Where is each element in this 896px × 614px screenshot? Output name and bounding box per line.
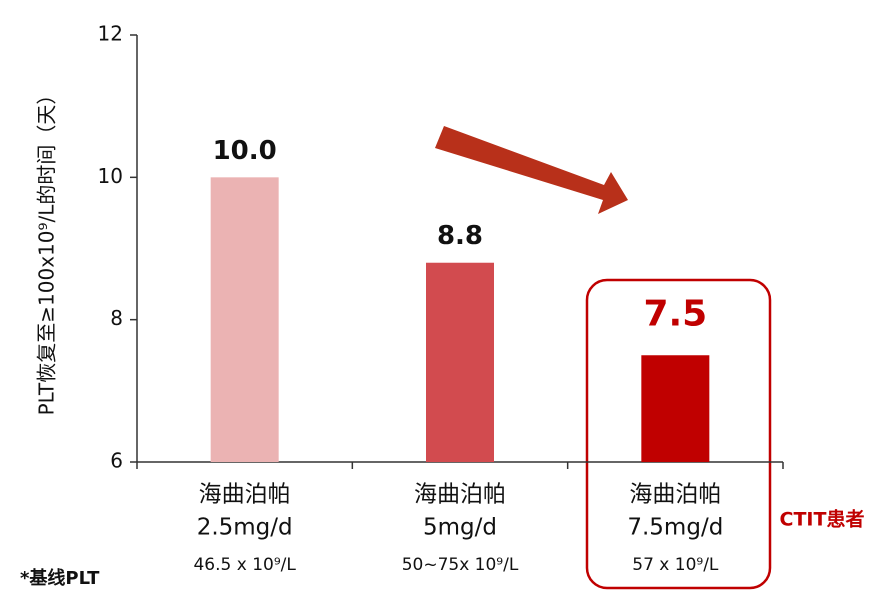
- baseline-plt: 57 x 10⁹/L: [632, 555, 719, 575]
- bar: [641, 355, 710, 462]
- y-tick-label: 8: [110, 306, 123, 330]
- footnote: *基线PLT: [20, 567, 100, 589]
- value-label: 10.0: [213, 136, 277, 166]
- bar: [426, 262, 494, 462]
- highlight-box: [585, 278, 772, 590]
- trend-arrow: [435, 126, 628, 214]
- value-label: 8.8: [437, 221, 483, 251]
- x-tick-label: 海曲泊帕: [199, 482, 291, 508]
- y-axis-label: PLT恢复至≥100x10⁹/L的时间（天）: [35, 85, 59, 416]
- baseline-plt: 46.5 x 10⁹/L: [193, 555, 296, 575]
- y-tick-label: 10: [98, 164, 123, 188]
- bar: [210, 177, 279, 463]
- highlight-note: CTIT患者: [780, 508, 865, 531]
- y-tick-label: 6: [110, 449, 123, 473]
- x-tick-label: 2.5mg/d: [197, 515, 293, 541]
- x-tick-label: 5mg/d: [423, 515, 497, 541]
- x-tick-label: 海曲泊帕: [414, 482, 506, 508]
- x-tick-label: 7.5mg/d: [627, 515, 723, 541]
- x-tick-label: 海曲泊帕: [629, 482, 721, 508]
- value-label: 7.5: [643, 293, 707, 334]
- y-tick-label: 12: [98, 22, 123, 46]
- baseline-plt: 50~75x 10⁹/L: [402, 555, 519, 575]
